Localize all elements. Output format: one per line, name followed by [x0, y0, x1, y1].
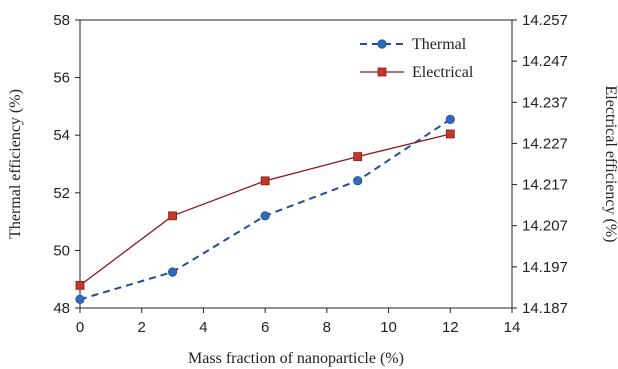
- right-y-tick-label: 14.257: [522, 12, 568, 29]
- x-tick-label: 2: [138, 319, 146, 336]
- left-y-tick-label: 48: [53, 300, 70, 317]
- plot-area: [79, 19, 513, 309]
- data-point-electrical: [75, 280, 85, 290]
- plot-frame: [79, 19, 513, 309]
- series-line-electrical: [79, 133, 451, 286]
- left-y-tick-label: 58: [53, 12, 70, 29]
- legend-marker-thermal: [377, 39, 387, 49]
- left-y-tick-label: 54: [53, 127, 70, 144]
- left-y-axis-title: Thermal efficiency (%): [7, 89, 24, 239]
- data-point-thermal: [445, 114, 455, 124]
- left-y-axis-ticks: 48 50 52 54 56 58: [53, 12, 80, 317]
- x-tick-label: 10: [380, 319, 397, 336]
- right-y-tick-label: 14.197: [522, 259, 568, 276]
- x-tick-label: 6: [261, 319, 269, 336]
- data-point-electrical: [353, 152, 363, 161]
- legend-marker-electrical: [377, 67, 387, 77]
- data-point-electrical: [445, 129, 455, 139]
- left-y-tick-label: 56: [53, 70, 70, 87]
- series-line-thermal: [79, 118, 451, 301]
- data-point-electrical: [168, 211, 177, 221]
- left-y-tick-label: 50: [53, 242, 70, 259]
- x-tick-label: 14: [504, 319, 521, 336]
- right-y-tick-label: 14.237: [522, 94, 568, 111]
- right-y-axis-title: Electrical efficiency (%): [602, 86, 618, 243]
- left-y-tick-label: 52: [53, 185, 70, 202]
- right-y-tick-label: 14.227: [522, 135, 568, 152]
- x-axis-ticks: 0 2 4 6 8 10 12 14: [76, 308, 521, 336]
- series-layer: [75, 114, 455, 304]
- legend-label-electrical: Electrical: [412, 64, 474, 81]
- x-tick-label: 8: [323, 319, 331, 336]
- right-y-tick-label: 14.207: [522, 218, 568, 235]
- legend-label-thermal: Thermal: [412, 36, 467, 53]
- data-point-thermal: [353, 176, 363, 186]
- x-axis-title: Mass fraction of nanoparticle (%): [188, 350, 404, 367]
- right-y-axis-ticks: 14.187 14.197 14.207 14.217 14.227 14.237 14.2…: [512, 12, 568, 317]
- x-tick-label: 12: [442, 319, 459, 336]
- data-point-thermal: [167, 267, 178, 277]
- data-point-thermal: [75, 294, 85, 304]
- right-y-tick-label: 14.247: [522, 53, 568, 70]
- data-point-electrical: [260, 176, 270, 186]
- right-y-tick-label: 14.217: [522, 177, 568, 194]
- x-tick-label: 0: [76, 319, 84, 336]
- data-point-thermal: [260, 211, 270, 221]
- x-tick-label: 4: [199, 319, 207, 336]
- right-y-tick-label: 14.187: [522, 300, 568, 317]
- legend: Thermal Electrical: [360, 36, 474, 81]
